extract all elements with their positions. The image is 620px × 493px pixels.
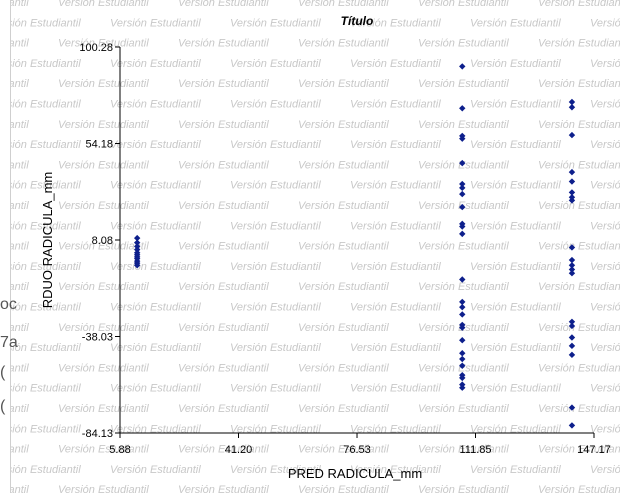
data-point <box>459 362 466 369</box>
data-point <box>133 239 141 246</box>
y-tick-label: -38.03 <box>82 332 113 344</box>
data-point <box>568 270 576 277</box>
left-window-edge <box>0 0 11 493</box>
data-point <box>459 324 466 331</box>
data-point <box>568 197 576 204</box>
data-point <box>459 230 466 238</box>
data-point <box>568 404 576 411</box>
data-point <box>568 131 576 139</box>
y-axis-label: RDUO RADICULA_mm <box>40 172 55 309</box>
data-point <box>568 422 576 429</box>
x-tick-label: 5.88 <box>109 444 130 456</box>
axes: 100.28 54.18 8.08 -38.03 -84.13 5.88 41.20 76.5… <box>79 42 610 456</box>
x-tick-label: 76.53 <box>343 444 371 456</box>
data-point <box>459 374 466 382</box>
data-point <box>568 262 576 269</box>
x-axis-label: PRED RADICULA_mm <box>288 466 422 481</box>
x-tick-label: 147.17 <box>577 444 611 456</box>
data-point <box>568 334 576 341</box>
data-point <box>459 159 466 167</box>
data-point <box>459 349 466 357</box>
data-point <box>568 351 576 359</box>
data-point <box>459 276 466 283</box>
data-point <box>459 220 466 228</box>
data-point <box>459 337 466 344</box>
left-fragment-3: ( <box>0 364 6 381</box>
data-point <box>568 322 576 330</box>
data-point <box>568 189 576 196</box>
data-point <box>459 63 466 70</box>
data-point <box>568 256 576 264</box>
data-point <box>568 98 576 106</box>
left-fragment-2: 7a <box>0 334 18 351</box>
data-point <box>568 104 576 111</box>
data-points <box>133 63 576 429</box>
y-tick-label: 8.08 <box>92 235 113 247</box>
data-point <box>459 384 466 391</box>
data-point <box>459 184 466 192</box>
data-point <box>459 298 466 306</box>
data-point <box>568 266 576 273</box>
y-tick-label: 54.18 <box>85 138 113 150</box>
data-point <box>459 105 466 112</box>
data-point <box>568 342 576 350</box>
x-tick-label: 111.85 <box>460 444 492 456</box>
data-point <box>133 234 141 242</box>
data-point <box>459 203 466 211</box>
data-point <box>459 135 466 142</box>
data-point <box>459 355 466 363</box>
data-point <box>133 262 141 269</box>
chart-title: Título <box>341 14 374 28</box>
data-point <box>568 318 576 325</box>
data-point <box>459 180 466 188</box>
data-point <box>568 178 576 185</box>
y-tick-label: 100.28 <box>79 42 113 54</box>
x-tick-label: 41.20 <box>225 444 253 456</box>
data-point <box>459 311 466 318</box>
left-fragment-1: oc <box>0 296 17 313</box>
left-fragment-4: ( <box>0 398 6 415</box>
y-tick-label: -84.13 <box>82 428 113 440</box>
data-point <box>459 303 466 311</box>
data-point <box>568 244 576 251</box>
data-point <box>568 168 576 176</box>
data-point <box>459 190 466 198</box>
